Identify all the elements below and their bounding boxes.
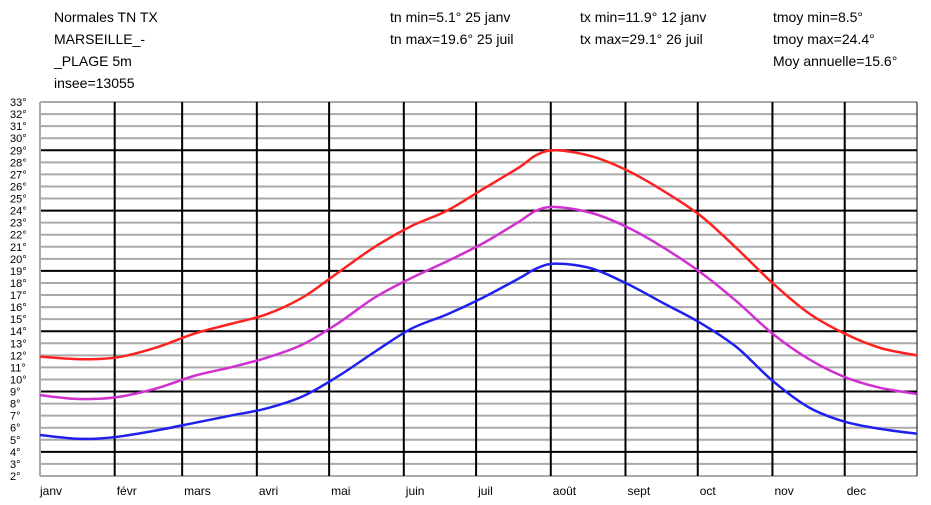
y-tick-label: 21° [10, 242, 27, 254]
tx-series-line [39, 149, 918, 361]
y-tick-label: 17° [10, 290, 27, 302]
tx-min-stat: tx min=11.9° 12 janv [580, 9, 707, 25]
y-tick-label: 18° [10, 278, 27, 290]
x-tick-label: nov [774, 484, 793, 498]
station-info: Normales TN TX MARSEILLE_- _PLAGE 5m ins… [54, 6, 158, 94]
tn-min-stat: tn min=5.1° 25 janv [390, 9, 511, 25]
y-tick-label: 28° [10, 157, 27, 169]
y-tick-label: 7° [10, 411, 21, 423]
tn-stats: tn min=5.1° 25 janv tn max=19.6° 25 juil [390, 6, 514, 50]
y-tick-label: 9° [10, 387, 21, 399]
y-tick-label: 6° [10, 423, 21, 435]
y-tick-label: 12° [10, 350, 27, 362]
tx-max-stat: tx max=29.1° 26 juil [580, 31, 703, 47]
y-tick-label: 29° [10, 145, 27, 157]
x-tick-label: août [553, 484, 577, 498]
y-tick-label: 25° [10, 194, 27, 206]
y-tick-label: 19° [10, 266, 27, 278]
y-tick-label: 31° [10, 121, 27, 133]
y-tick-label: 33° [10, 97, 27, 109]
y-tick-label: 16° [10, 302, 27, 314]
x-tick-label: dec [847, 484, 866, 498]
x-tick-label: mai [331, 484, 350, 498]
y-tick-label: 13° [10, 338, 27, 350]
station-line: MARSEILLE_- [54, 31, 146, 47]
y-tick-label: 15° [10, 314, 27, 326]
y-tick-label: 22° [10, 230, 27, 242]
x-tick-label: janv [39, 484, 62, 498]
y-tick-label: 5° [10, 435, 21, 447]
y-tick-label: 32° [10, 109, 27, 121]
y-tick-label: 24° [10, 206, 27, 218]
tmoy-min-stat: tmoy min=8.5° [773, 9, 864, 25]
x-tick-label: juin [405, 484, 425, 498]
tmoy-max-stat: tmoy max=24.4° [773, 31, 875, 47]
y-tick-label: 11° [10, 362, 26, 374]
y-tick-label: 30° [10, 133, 27, 145]
tn-series-line [39, 262, 918, 441]
station-line: _PLAGE 5m [54, 53, 132, 69]
y-tick-label: 23° [10, 218, 27, 230]
x-tick-label: mars [184, 484, 211, 498]
x-tick-label: sept [627, 484, 650, 498]
x-tick-label: juil [477, 484, 493, 498]
y-tick-label: 2° [10, 471, 21, 483]
tmoy-stats: tmoy min=8.5° tmoy max=24.4° Moy annuell… [773, 6, 897, 72]
station-line: Normales TN TX [54, 9, 158, 25]
y-tick-label: 26° [10, 181, 27, 193]
annual-mean-stat: Moy annuelle=15.6° [773, 53, 898, 69]
x-tick-label: févr [117, 484, 137, 498]
y-tick-label: 3° [10, 459, 21, 471]
station-line: insee=13055 [54, 75, 135, 91]
y-tick-label: 8° [10, 399, 21, 411]
tn-max-stat: tn max=19.6° 25 juil [390, 31, 514, 47]
x-tick-label: avri [259, 484, 278, 498]
y-tick-label: 10° [10, 374, 27, 386]
y-tick-label: 14° [10, 326, 27, 338]
tx-stats: tx min=11.9° 12 janv tx max=29.1° 26 jui… [580, 6, 706, 50]
x-tick-label: oct [700, 484, 717, 498]
tmoy-series-line [39, 205, 918, 401]
y-tick-label: 4° [10, 447, 21, 459]
y-tick-label: 20° [10, 254, 27, 266]
y-tick-label: 27° [10, 169, 27, 181]
